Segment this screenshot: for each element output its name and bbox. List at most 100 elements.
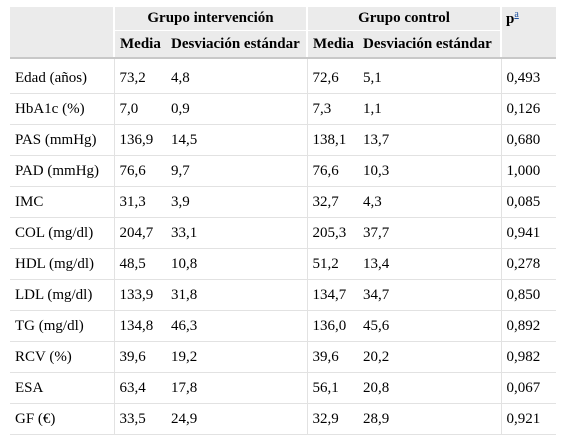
row-label: GF (€)	[10, 403, 114, 435]
cell-sd-intervencion: 3,9	[166, 186, 307, 218]
header-label-empty	[10, 30, 114, 59]
cell-sd-intervencion: 10,8	[166, 248, 307, 280]
subheader-sd-intervencion: Desviación estándar	[166, 30, 307, 59]
group-header-intervencion: Grupo intervención	[113, 7, 307, 31]
table-row: HDL (mg/dl) 48,5 10,8 51,2 13,4 0,278	[10, 248, 556, 280]
cell-p-value: 0,493	[500, 58, 556, 94]
row-label: PAD (mmHg)	[10, 155, 114, 187]
cell-sd-control: 28,9	[358, 403, 501, 435]
cell-sd-control: 20,2	[358, 341, 501, 373]
cell-p-value: 0,085	[500, 186, 556, 218]
cell-sd-control: 45,6	[358, 310, 501, 342]
cell-p-value: 0,278	[500, 248, 556, 280]
cell-sd-control: 4,3	[358, 186, 501, 218]
header-corner-empty	[10, 7, 114, 31]
cell-media-intervencion: 48,5	[113, 248, 166, 280]
table-row: TG (mg/dl) 134,8 46,3 136,0 45,6 0,892	[10, 310, 556, 342]
cell-media-control: 138,1	[306, 124, 358, 156]
subheader-media-control: Media	[306, 30, 358, 59]
row-label: IMC	[10, 186, 114, 218]
cell-sd-intervencion: 0,9	[166, 93, 307, 125]
table-row: HbA1c (%) 7,0 0,9 7,3 1,1 0,126	[10, 93, 556, 125]
cell-media-intervencion: 76,6	[113, 155, 166, 187]
cell-p-value: 0,982	[500, 341, 556, 373]
cell-media-intervencion: 136,9	[113, 124, 166, 156]
header-row-groups: Grupo intervención Grupo control pa	[10, 7, 556, 31]
table-body: Edad (años) 73,2 4,8 72,6 5,1 0,493 HbA1…	[10, 58, 556, 435]
row-label: COL (mg/dl)	[10, 217, 114, 249]
row-label: HbA1c (%)	[10, 93, 114, 125]
cell-media-intervencion: 31,3	[113, 186, 166, 218]
cell-p-value: 0,067	[500, 372, 556, 404]
table-row: ESA 63,4 17,8 56,1 20,8 0,067	[10, 372, 556, 404]
cell-media-control: 136,0	[306, 310, 358, 342]
cell-p-value: 0,850	[500, 279, 556, 311]
cell-sd-intervencion: 31,8	[166, 279, 307, 311]
row-label: Edad (años)	[10, 58, 114, 94]
cell-sd-control: 13,7	[358, 124, 501, 156]
row-label: HDL (mg/dl)	[10, 248, 114, 280]
table-row: GF (€) 33,5 24,9 32,9 28,9 0,921	[10, 403, 556, 435]
cell-sd-control: 10,3	[358, 155, 501, 187]
cell-p-value: 0,680	[500, 124, 556, 156]
cell-p-value: 0,126	[500, 93, 556, 125]
cell-media-control: 39,6	[306, 341, 358, 373]
table-row: RCV (%) 39,6 19,2 39,6 20,2 0,982	[10, 341, 556, 373]
cell-sd-intervencion: 19,2	[166, 341, 307, 373]
cell-media-control: 32,7	[306, 186, 358, 218]
subheader-p-empty	[500, 30, 556, 59]
cell-media-control: 205,3	[306, 217, 358, 249]
cell-sd-intervencion: 14,5	[166, 124, 307, 156]
cell-sd-control: 13,4	[358, 248, 501, 280]
table-row: PAS (mmHg) 136,9 14,5 138,1 13,7 0,680	[10, 124, 556, 156]
cell-sd-control: 1,1	[358, 93, 501, 125]
cell-media-control: 32,9	[306, 403, 358, 435]
cell-media-intervencion: 39,6	[113, 341, 166, 373]
cell-media-control: 134,7	[306, 279, 358, 311]
cell-p-value: 0,921	[500, 403, 556, 435]
cell-media-intervencion: 7,0	[113, 93, 166, 125]
row-label: PAS (mmHg)	[10, 124, 114, 156]
p-value-header-label: p	[506, 11, 515, 28]
cell-sd-intervencion: 17,8	[166, 372, 307, 404]
cell-p-value: 1,000	[500, 155, 556, 187]
cell-media-intervencion: 204,7	[113, 217, 166, 249]
p-value-header: pa	[500, 7, 556, 31]
table-row: LDL (mg/dl) 133,9 31,8 134,7 34,7 0,850	[10, 279, 556, 311]
cell-media-control: 76,6	[306, 155, 358, 187]
cell-media-control: 7,3	[306, 93, 358, 125]
cell-p-value: 0,941	[500, 217, 556, 249]
cell-sd-control: 37,7	[358, 217, 501, 249]
table-row: COL (mg/dl) 204,7 33,1 205,3 37,7 0,941	[10, 217, 556, 249]
cell-sd-control: 34,7	[358, 279, 501, 311]
cell-sd-control: 5,1	[358, 58, 501, 94]
row-label: ESA	[10, 372, 114, 404]
cell-media-control: 56,1	[306, 372, 358, 404]
cell-sd-control: 20,8	[358, 372, 501, 404]
p-value-footnote-link[interactable]: a	[514, 9, 519, 21]
cell-p-value: 0,892	[500, 310, 556, 342]
table-row: IMC 31,3 3,9 32,7 4,3 0,085	[10, 186, 556, 218]
table-row: Edad (años) 73,2 4,8 72,6 5,1 0,493	[10, 58, 556, 94]
table-row: PAD (mmHg) 76,6 9,7 76,6 10,3 1,000	[10, 155, 556, 187]
row-label: TG (mg/dl)	[10, 310, 114, 342]
cell-media-control: 51,2	[306, 248, 358, 280]
row-label: LDL (mg/dl)	[10, 279, 114, 311]
cell-media-control: 72,6	[306, 58, 358, 94]
subheader-sd-control: Desviación estándar	[358, 30, 501, 59]
comparison-table: Grupo intervención Grupo control pa Medi…	[10, 7, 556, 435]
cell-sd-intervencion: 4,8	[166, 58, 307, 94]
group-header-control: Grupo control	[306, 7, 501, 31]
cell-sd-intervencion: 33,1	[166, 217, 307, 249]
row-label: RCV (%)	[10, 341, 114, 373]
cell-media-intervencion: 33,5	[113, 403, 166, 435]
cell-media-intervencion: 73,2	[113, 58, 166, 94]
cell-sd-intervencion: 24,9	[166, 403, 307, 435]
cell-media-intervencion: 63,4	[113, 372, 166, 404]
header-row-measures: Media Desviación estándar Media Desviaci…	[10, 30, 556, 59]
subheader-media-intervencion: Media	[113, 30, 166, 59]
cell-media-intervencion: 134,8	[113, 310, 166, 342]
table-header: Grupo intervención Grupo control pa Medi…	[10, 7, 556, 59]
cell-media-intervencion: 133,9	[113, 279, 166, 311]
